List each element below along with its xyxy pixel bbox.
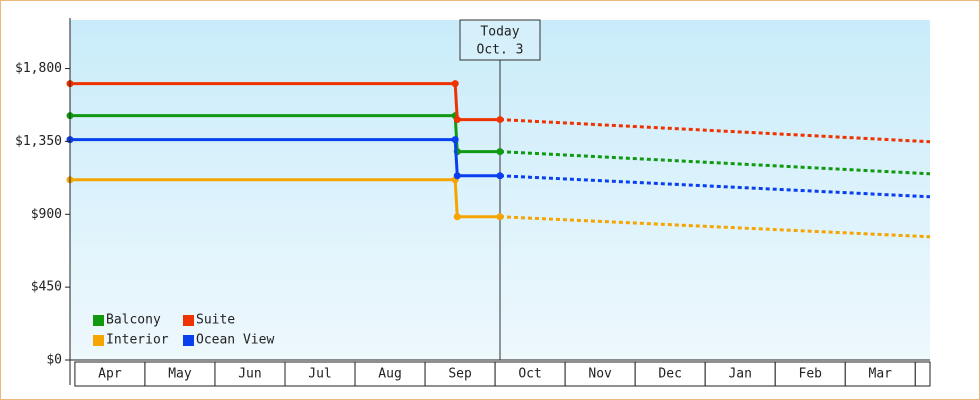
month-cell [774,361,846,387]
point [453,116,461,124]
month-cell [144,361,216,387]
point [451,80,459,88]
month-cell [914,361,931,387]
x-tick-label: May [168,367,192,382]
x-tick-label: Nov [588,367,612,382]
month-cell [564,361,636,387]
x-tick-label: Jan [728,367,751,382]
month-cell [284,361,356,387]
month-cell [844,361,916,387]
legend-label: Suite [196,313,235,328]
y-tick-label: $1,350 [15,134,62,149]
forecast-line [499,150,931,176]
legend-swatch [93,315,104,326]
point [451,136,459,144]
y-tick-label: $0 [46,353,62,368]
forecast-line [499,118,931,144]
x-tick-label: Jul [308,367,331,382]
today-date: Oct. 3 [477,43,524,58]
x-tick-label: Feb [799,367,823,382]
month-cell [74,361,146,387]
point [496,148,504,156]
x-tick-label: Oct [518,367,541,382]
legend-label: Balcony [106,313,161,328]
point [496,172,504,180]
point [453,172,461,180]
month-cell [634,361,706,387]
forecast-line [499,215,931,239]
point [453,213,461,221]
y-tick-label: $450 [31,280,62,295]
x-tick-label: Sep [448,367,472,382]
series-line [70,114,500,154]
x-tick-label: Jun [238,367,261,382]
legend-label: Interior [106,333,169,348]
x-tick-label: Dec [658,367,681,382]
x-tick-label: Apr [98,367,122,382]
y-tick-label: $1,800 [15,61,62,76]
forecast-line [499,174,931,199]
point [496,213,504,221]
today-box [459,19,541,61]
legend-label: Ocean View [196,333,274,348]
today-label: Today [480,25,519,40]
legend-swatch [93,335,104,346]
x-tick-label: Aug [378,367,401,382]
legend-swatch [183,335,194,346]
x-tick-label: Mar [869,367,893,382]
series-line [70,138,500,178]
point [496,116,504,124]
month-cell [424,361,496,387]
month-cell [354,361,426,387]
series-line [70,82,500,122]
y-tick-label: $900 [31,207,62,222]
legend-swatch [183,315,194,326]
month-cell [704,361,776,387]
series-line [70,178,500,219]
